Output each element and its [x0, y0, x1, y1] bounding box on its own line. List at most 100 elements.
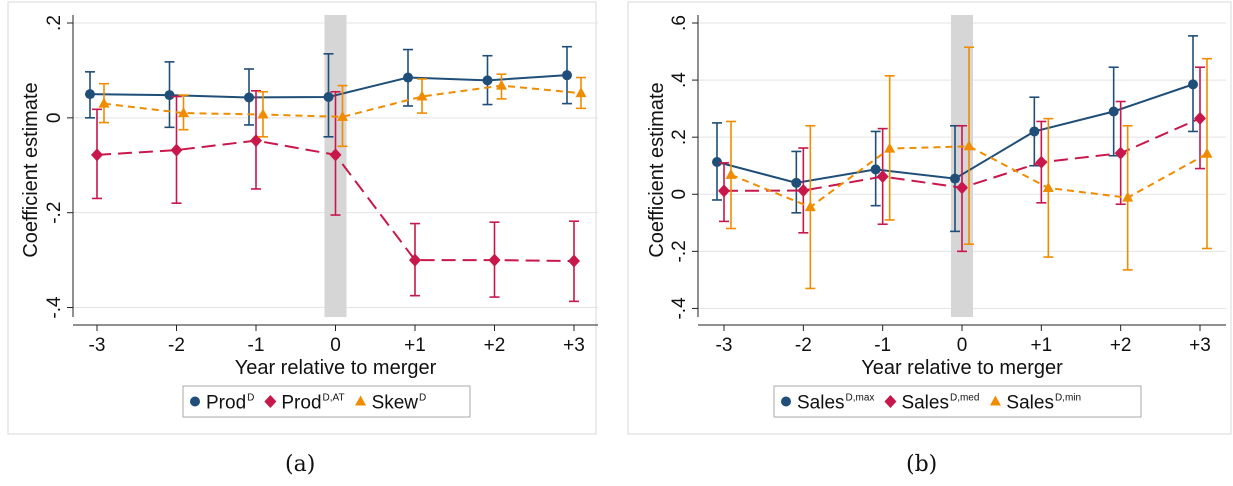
data-point: [416, 90, 428, 101]
data-point: [797, 184, 810, 198]
x-axis-title: Year relative to merger: [235, 357, 437, 379]
x-tick-label: +2: [1110, 335, 1132, 356]
data-point: [1201, 147, 1213, 158]
data-point: [870, 164, 881, 175]
x-tick-label: -1: [874, 335, 891, 356]
data-point: [409, 253, 421, 267]
data-point: [876, 170, 889, 184]
data-point: [1188, 79, 1198, 90]
data-point: [1042, 181, 1054, 192]
data-point: [91, 148, 103, 162]
x-tick-label: +1: [404, 335, 426, 356]
legend-superscript: D,max: [846, 393, 875, 404]
data-point: [337, 110, 348, 121]
y-tick-label: -.4: [669, 297, 690, 320]
data-point: [950, 173, 960, 184]
x-tick-label: -3: [716, 335, 733, 356]
x-axis-title: Year relative to merger: [861, 357, 1063, 379]
data-point: [1122, 191, 1134, 202]
data-point: [85, 89, 95, 100]
data-point: [1194, 111, 1206, 125]
data-point: [496, 79, 507, 90]
data-point: [575, 87, 587, 98]
legend-box: [773, 385, 1142, 418]
data-point: [403, 72, 413, 83]
data-point: [488, 253, 501, 267]
series-2: [98, 73, 587, 148]
series-0: [85, 45, 572, 138]
y-axis-title: Coefficient estimate: [20, 82, 42, 257]
legend-superscript: D: [247, 393, 254, 404]
data-point: [963, 140, 975, 151]
x-tick-label: 0: [957, 335, 968, 356]
x-tick-label: -2: [168, 335, 185, 356]
legend-marker: [190, 396, 200, 407]
legend-label: Sales: [797, 393, 845, 414]
y-tick-label: .2: [669, 129, 690, 145]
data-point: [568, 254, 580, 268]
y-tick-label: 0: [44, 113, 65, 124]
x-tick-label: -2: [795, 335, 812, 356]
y-tick-label: .2: [44, 15, 65, 31]
data-point: [718, 184, 730, 198]
data-point: [1029, 126, 1040, 137]
x-tick-label: +3: [563, 335, 585, 356]
data-point: [482, 75, 493, 86]
legend-superscript: D,min: [1055, 393, 1081, 404]
legend-label: Sales: [1006, 393, 1054, 414]
legend-superscript: D,med: [950, 393, 979, 404]
data-point: [1108, 106, 1119, 117]
data-point: [170, 143, 183, 157]
legend-item: Sales D,min: [989, 393, 1081, 414]
legend-label: Prod: [206, 393, 246, 414]
caption-b: (b): [906, 452, 938, 477]
x-tick-label: -3: [89, 335, 106, 356]
data-point: [257, 108, 269, 119]
y-tick-label: 0: [669, 189, 690, 200]
caption-a: (a): [285, 452, 316, 477]
data-point: [1114, 146, 1127, 160]
series-2: [725, 46, 1213, 290]
data-point: [244, 92, 254, 103]
data-point: [164, 90, 175, 101]
legend-marker: [355, 395, 367, 406]
legend-marker: [781, 396, 791, 407]
data-point: [725, 168, 737, 179]
legend-label: Prod: [281, 393, 321, 414]
data-point: [1035, 155, 1048, 169]
x-tick-label: -1: [248, 335, 265, 356]
x-tick-label: +2: [484, 335, 506, 356]
chart-frame: [627, 1, 1232, 435]
legend-marker: [884, 395, 897, 408]
series-1: [91, 90, 580, 303]
legend-item: Skew D: [355, 393, 426, 414]
legend-superscript: D: [419, 393, 426, 404]
y-tick-label: -.2: [669, 240, 690, 262]
legend-superscript: D,AT: [323, 393, 345, 404]
data-point: [956, 181, 968, 195]
x-tick-label: 0: [330, 335, 341, 356]
y-tick-label: .4: [669, 72, 690, 88]
chart-panel-b: .6 .4 .2 0 -.2 -.4 -3 -2 -1 0 +1 +2 +3 Year relative …: [626, 0, 1233, 486]
data-point: [791, 177, 802, 188]
data-point: [804, 201, 816, 212]
data-point: [884, 142, 896, 153]
chart-a: .2 0 -.2 -.4 -3 -2 -1 0 +1 +2 +3 Year relative to m…: [7, 1, 598, 435]
data-point: [562, 70, 572, 81]
chart-panel-a: .2 0 -.2 -.4 -3 -2 -1 0 +1 +2 +3 Year relative to m…: [0, 0, 600, 486]
legend-marker: [989, 395, 1001, 406]
x-tick-label: +3: [1189, 335, 1211, 356]
x-tick-label: +1: [1030, 335, 1052, 356]
legend-item: Prod D: [190, 393, 254, 414]
data-point: [329, 148, 342, 162]
y-tick-label: .6: [669, 15, 690, 31]
data-point: [323, 91, 334, 102]
series-0: [712, 35, 1198, 233]
data-point: [178, 107, 189, 118]
chart-b: .6 .4 .2 0 -.2 -.4 -3 -2 -1 0 +1 +2 +3 Year relative …: [627, 1, 1232, 435]
data-point: [712, 157, 722, 168]
y-axis-title: Coefficient estimate: [646, 82, 668, 257]
legend-box: [182, 385, 471, 418]
data-point: [98, 97, 110, 108]
legend-label: Skew: [372, 393, 419, 414]
